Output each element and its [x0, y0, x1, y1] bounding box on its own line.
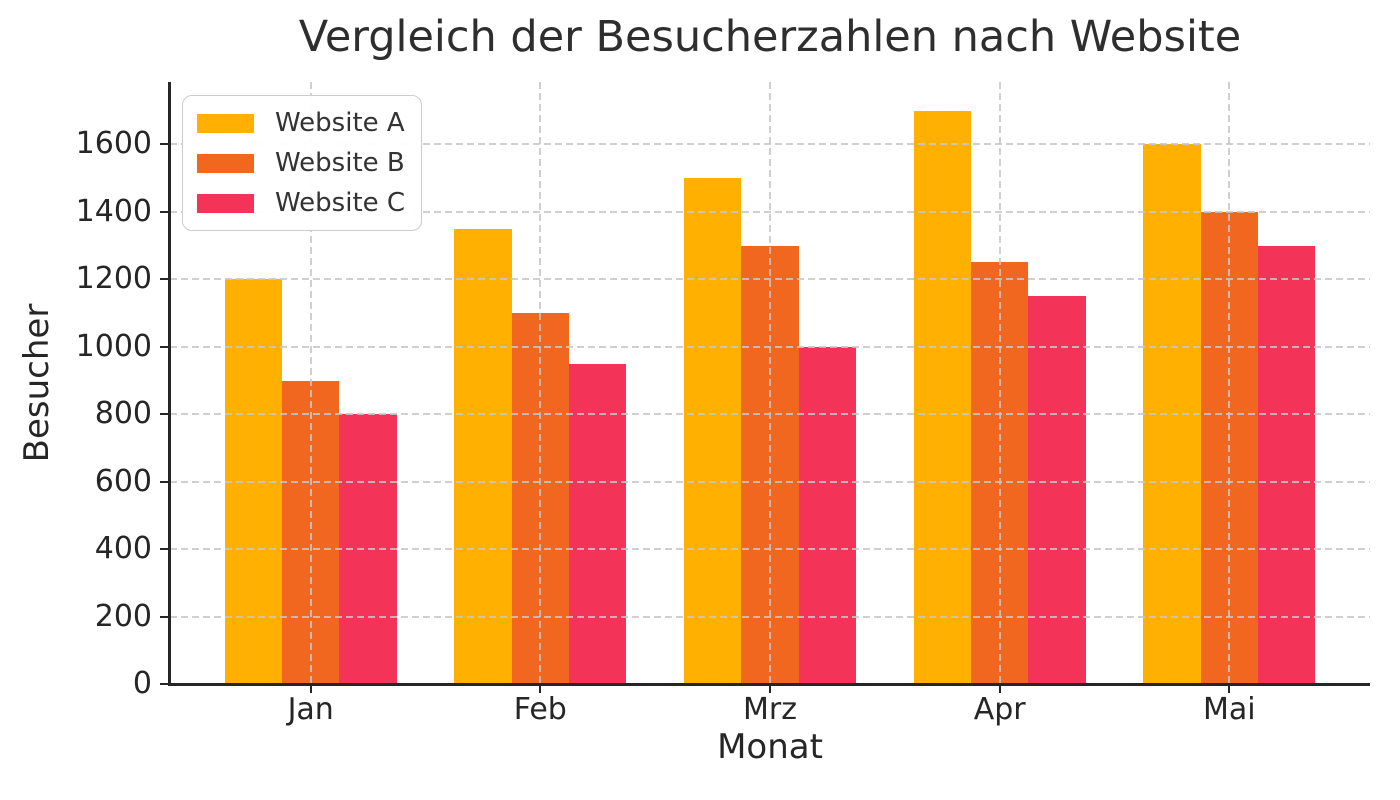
bar-website-c-mrz: [798, 346, 857, 684]
y-tick-label: 1200: [75, 261, 152, 297]
y-axis-label: Besucher: [17, 303, 57, 463]
plot-area: 0 200 400 600 800 1000 1200 1400 1600 Jan Feb Mrz Ap…: [76, 82, 1370, 727]
legend-item-website-a: Website A: [183, 103, 421, 143]
gridline-vertical: [539, 82, 542, 684]
x-tick-label: Feb: [513, 692, 567, 727]
y-tick: [160, 278, 168, 281]
bar-website-a-mrz: [683, 178, 742, 684]
legend-label: Website C: [275, 188, 406, 218]
gridline-vertical: [1228, 82, 1231, 684]
gridline-vertical: [309, 82, 312, 684]
x-tick: [539, 685, 542, 693]
gridline-vertical: [998, 82, 1001, 684]
y-tick: [160, 548, 168, 551]
y-axis-spine: [168, 82, 171, 685]
bar-website-c-apr: [1028, 296, 1086, 684]
x-tick-label: Mrz: [743, 692, 797, 727]
legend-item-website-b: Website B: [183, 143, 421, 183]
bar-website-a-apr: [913, 110, 971, 684]
y-tick-label: 800: [94, 396, 152, 432]
legend: Website A Website B Website C: [182, 95, 422, 231]
y-tick: [160, 413, 168, 416]
y-tick: [160, 615, 168, 618]
x-tick-label: Mai: [1202, 692, 1256, 727]
gridline-vertical: [769, 82, 771, 684]
y-tick-label: 1000: [75, 328, 152, 364]
x-tick-label: Jan: [287, 692, 334, 727]
x-tick: [1228, 685, 1231, 693]
legend-swatch-website-c: [197, 193, 254, 213]
legend-item-website-c: Website C: [183, 183, 421, 223]
y-tick: [160, 683, 168, 685]
legend-swatch-website-a: [197, 113, 254, 133]
bar-website-c-mai: [1258, 245, 1316, 684]
x-axis-spine: [168, 683, 1370, 686]
y-tick-label: 1600: [75, 126, 152, 162]
y-tick-label: 200: [94, 598, 152, 634]
y-tick-label: 600: [94, 463, 152, 499]
x-tick: [769, 685, 771, 693]
legend-swatch-website-b: [197, 153, 254, 173]
y-tick: [160, 210, 168, 213]
legend-label: Website A: [275, 108, 405, 138]
bar-website-c-feb: [569, 363, 627, 684]
y-tick-label: 0: [132, 666, 152, 701]
x-axis-label: Monat: [717, 727, 823, 767]
y-tick: [160, 480, 168, 483]
bar-website-a-feb: [454, 228, 512, 684]
x-tick-label: Apr: [973, 692, 1026, 727]
y-tick: [160, 143, 168, 146]
x-tick: [998, 685, 1001, 693]
y-tick: [160, 345, 168, 348]
x-tick: [309, 685, 312, 693]
y-tick-label: 1400: [75, 193, 152, 229]
legend-label: Website B: [275, 148, 405, 178]
chart-title: Vergleich der Besucherzahlen nach Websit…: [298, 12, 1242, 62]
y-tick-label: 400: [94, 531, 152, 567]
